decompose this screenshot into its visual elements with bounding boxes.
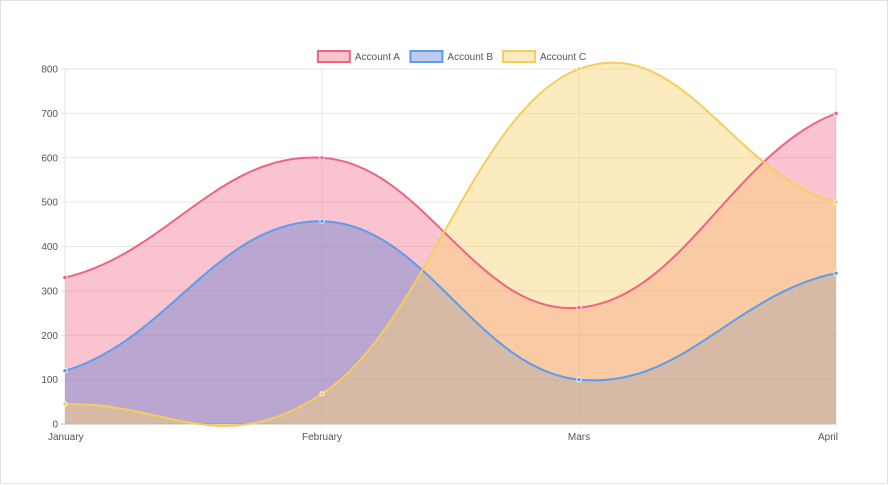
legend-swatch[interactable] — [316, 50, 351, 63]
y-tick-label: 100 — [41, 375, 58, 386]
legend-swatch[interactable] — [409, 50, 444, 63]
legend-item-account-a[interactable]: Account A — [316, 50, 400, 63]
legend-item-account-c[interactable]: Account C — [502, 50, 586, 63]
y-tick-label: 300 — [41, 286, 58, 297]
area-account-c — [65, 62, 836, 426]
y-tick-label: 700 — [41, 109, 58, 120]
point-account-a[interactable] — [62, 274, 68, 281]
legend-item-account-b[interactable]: Account B — [409, 50, 493, 63]
area-account-a — [65, 113, 836, 424]
y-tick-label: 400 — [41, 242, 58, 253]
axes: 0 100 200 300 400 500 600 700 800 January February… — [41, 65, 838, 444]
x-tick-label: April — [818, 432, 838, 443]
y-tick-label: 800 — [41, 65, 58, 76]
area-account-b — [65, 221, 836, 424]
legend-label[interactable]: Account B — [447, 52, 493, 63]
y-tick-label: 200 — [41, 331, 58, 342]
x-tick-label: February — [302, 432, 342, 443]
series-lines — [64, 61, 837, 427]
y-tick-label: 0 — [52, 420, 58, 431]
point-account-b[interactable] — [62, 368, 68, 374]
y-tick-label: 500 — [41, 198, 58, 209]
legend-label[interactable]: Account C — [540, 52, 586, 63]
x-tick-label: Mars — [568, 432, 590, 443]
line-account-a — [64, 112, 837, 309]
series-points — [62, 66, 839, 407]
legend[interactable]: Account A Account B Account C — [316, 50, 586, 63]
point-account-c[interactable] — [576, 66, 582, 72]
point-account-b[interactable] — [319, 218, 325, 224]
legend-swatch[interactable] — [502, 50, 537, 63]
point-account-b[interactable] — [576, 377, 582, 383]
grid-lines — [61, 68, 837, 428]
y-tick-label: 600 — [41, 153, 58, 164]
line-account-b — [64, 220, 837, 382]
line-account-c — [64, 61, 837, 427]
point-account-b[interactable] — [833, 270, 839, 276]
legend-label[interactable]: Account A — [355, 52, 400, 63]
point-account-c[interactable] — [62, 401, 68, 407]
point-account-a[interactable] — [576, 305, 582, 311]
point-account-c[interactable] — [319, 391, 325, 397]
point-account-a[interactable] — [319, 155, 325, 161]
point-account-c[interactable] — [833, 199, 839, 205]
series-areas — [65, 62, 836, 426]
point-account-a[interactable] — [833, 110, 839, 116]
x-tick-label: January — [48, 432, 84, 443]
